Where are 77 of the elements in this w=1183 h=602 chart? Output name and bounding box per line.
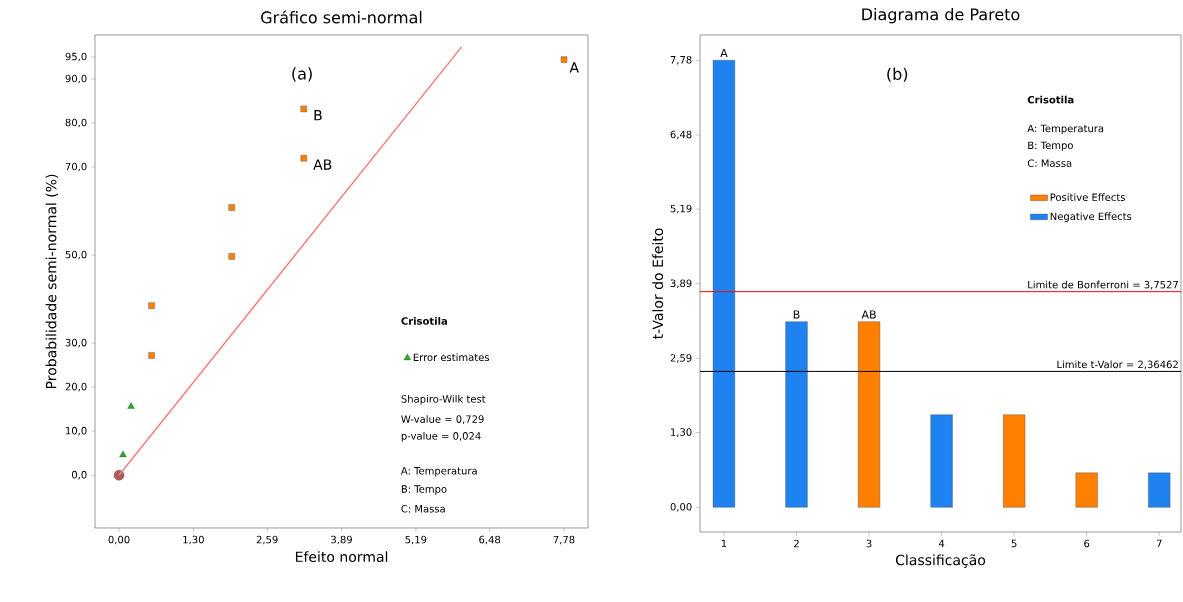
annotation: (b) bbox=[887, 67, 908, 82]
x-tick-label: 7,78 bbox=[553, 535, 575, 545]
chart-title: Gráfico semi-normal bbox=[261, 10, 422, 24]
x-tick-label: 0,00 bbox=[108, 535, 130, 545]
annotation: Crisotila bbox=[401, 317, 447, 325]
x-tick-label: 3,89 bbox=[331, 535, 352, 545]
bar bbox=[712, 60, 736, 508]
y-tick-label: 70,0 bbox=[65, 162, 87, 172]
ref-line-label: Limite t-Valor = 2,36462 bbox=[1057, 360, 1178, 370]
y-tick-label: 0,00 bbox=[670, 502, 692, 512]
annotation: Crisotila bbox=[1027, 95, 1074, 104]
point bbox=[148, 352, 155, 359]
annotation: B: Tempo bbox=[401, 485, 447, 495]
annotation: (a) bbox=[292, 67, 312, 82]
bar bbox=[1075, 472, 1098, 508]
y-tick-label: 10,0 bbox=[66, 426, 87, 436]
y-tick-label: 1,30 bbox=[671, 428, 692, 437]
y-tick-label: 30,0 bbox=[65, 338, 87, 348]
annotation: p-value = 0,024 bbox=[401, 431, 481, 442]
x-tick-label: 1 bbox=[721, 539, 727, 548]
legend-label: Error estimates bbox=[413, 353, 490, 362]
bar bbox=[785, 321, 808, 508]
x-tick-label: 5,19 bbox=[405, 535, 427, 545]
y-axis-title: t-Valor do Efeito bbox=[652, 228, 664, 339]
bar bbox=[857, 321, 881, 508]
x-tick-label: 1,30 bbox=[183, 535, 204, 545]
x-tick-label: 6,48 bbox=[479, 535, 501, 545]
annotation: A bbox=[569, 62, 579, 73]
bar bbox=[1003, 414, 1026, 508]
point bbox=[228, 204, 235, 211]
annotation: B bbox=[793, 310, 800, 319]
annotation: W-value = 0,729 bbox=[401, 415, 484, 424]
annotation: B: Tempo bbox=[1028, 141, 1073, 152]
x-tick-label: 6 bbox=[1084, 539, 1090, 548]
y-tick-label: 5,19 bbox=[670, 204, 692, 214]
annotation: A: Temperatura bbox=[1027, 124, 1104, 135]
y-tick-label: 7,78 bbox=[670, 55, 692, 65]
y-tick-label: 50,0 bbox=[65, 250, 87, 260]
y-tick-label: 95,0 bbox=[65, 52, 87, 62]
x-tick-label: 4 bbox=[938, 539, 945, 548]
y-tick-label: 0,0 bbox=[71, 470, 87, 480]
point bbox=[300, 155, 307, 162]
chart-title: Diagrama de Pareto bbox=[862, 7, 1020, 24]
ref-line-label: Limite de Bonferroni = 3,7527 bbox=[1028, 280, 1178, 290]
annotation: A: Temperatura bbox=[400, 467, 477, 477]
y-tick-label: 2,59 bbox=[670, 354, 692, 363]
x-tick-label: 7 bbox=[1156, 539, 1162, 548]
y-tick-label: 80,0 bbox=[65, 118, 87, 128]
annotation: C: Massa bbox=[1027, 159, 1072, 167]
x-tick-label: 3 bbox=[866, 539, 872, 548]
bar bbox=[1148, 472, 1171, 508]
point bbox=[560, 56, 568, 63]
y-axis-title: Probabilidade semi-normal (%) bbox=[45, 174, 59, 389]
legend-label: Positive Effects bbox=[1050, 193, 1125, 201]
point bbox=[127, 402, 135, 409]
point bbox=[113, 469, 125, 481]
point bbox=[148, 302, 155, 309]
x-tick-label: 2,59 bbox=[256, 535, 278, 545]
x-tick-label: 2 bbox=[794, 539, 799, 548]
y-tick-label: 6,48 bbox=[670, 130, 692, 140]
x-tick-label: 5 bbox=[1011, 539, 1017, 548]
y-tick-label: 90,0 bbox=[65, 74, 87, 84]
annotation: C: Massa bbox=[401, 504, 445, 513]
point bbox=[228, 253, 235, 260]
point bbox=[300, 105, 307, 113]
x-axis-title: Efeito normal bbox=[295, 551, 388, 563]
annotation: B bbox=[314, 110, 322, 121]
annotation: A bbox=[720, 49, 728, 58]
annotation: AB bbox=[861, 310, 876, 319]
annotation: Shapiro-Wilk test bbox=[401, 394, 486, 405]
bar bbox=[930, 414, 953, 508]
x-axis-title: Classificação bbox=[895, 554, 986, 568]
legend-label: Negative Effects bbox=[1050, 212, 1132, 223]
y-tick-label: 3,89 bbox=[670, 279, 692, 289]
point bbox=[119, 450, 127, 458]
y-tick-label: 20,0 bbox=[65, 382, 87, 392]
annotation: AB bbox=[313, 159, 332, 170]
